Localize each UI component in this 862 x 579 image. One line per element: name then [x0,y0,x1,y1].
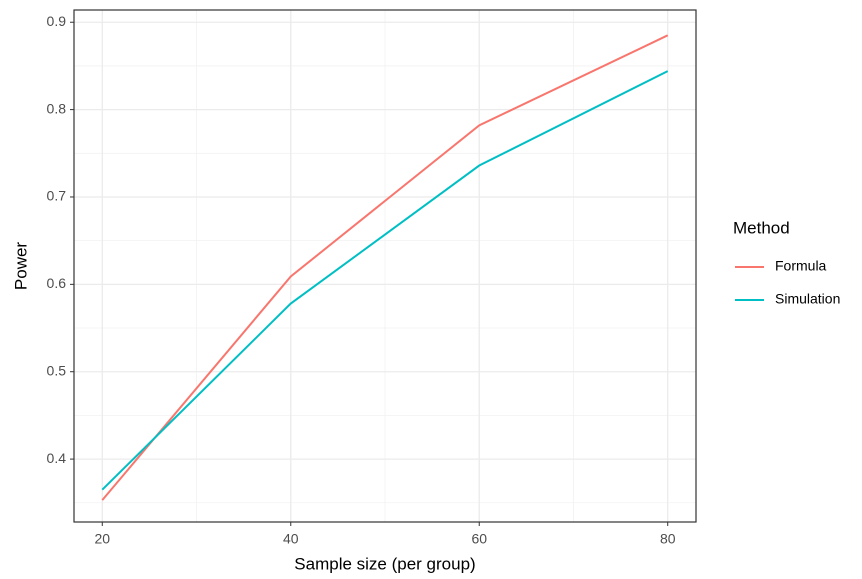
x-tick-label: 80 [660,531,676,547]
x-tick-label: 40 [283,531,299,547]
panel-border [73,9,697,523]
x-tick-label: 20 [94,531,110,547]
y-tick-label: 0.9 [47,13,67,29]
line [101,34,669,501]
y-tick-label: 0.6 [47,275,67,291]
legend-title: Method [733,218,790,237]
legend-label: Formula [775,258,827,274]
x-axis-title: Sample size (per group) [294,554,475,573]
x-tick-label: 60 [471,531,487,547]
y-axis-title: Power [11,242,30,291]
y-tick-label: 0.8 [47,100,67,116]
line [101,70,669,491]
legend-label: Simulation [775,291,840,307]
y-tick-label: 0.4 [47,450,67,466]
y-tick-label: 0.7 [47,188,67,204]
y-tick-label: 0.5 [47,362,67,378]
